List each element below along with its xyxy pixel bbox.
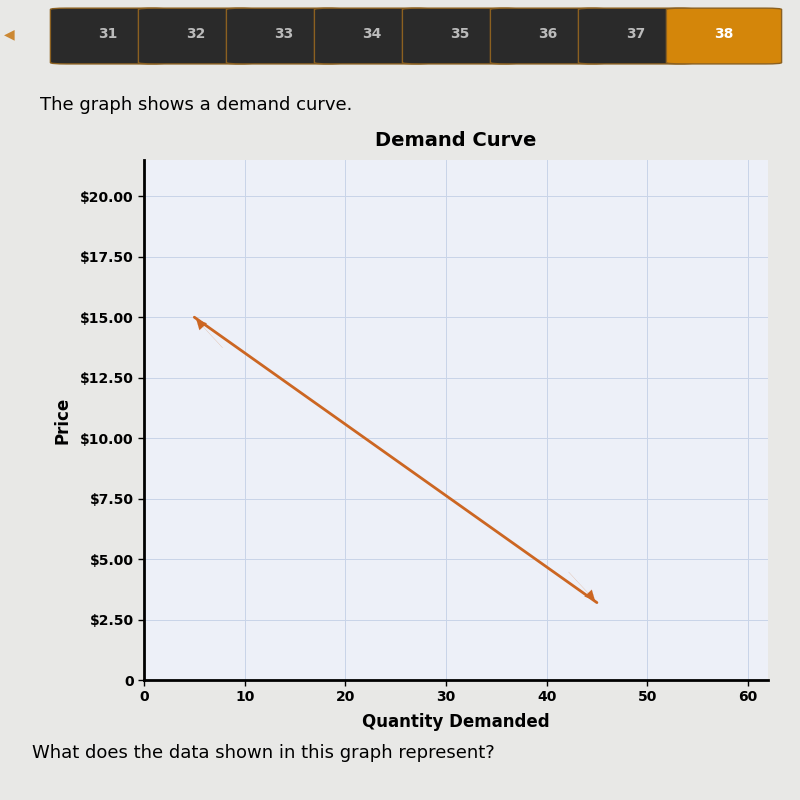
- Text: 38: 38: [714, 27, 734, 41]
- Text: 34: 34: [362, 27, 382, 41]
- X-axis label: Quantity Demanded: Quantity Demanded: [362, 713, 550, 730]
- Y-axis label: Price: Price: [54, 396, 71, 444]
- FancyBboxPatch shape: [226, 8, 342, 64]
- FancyBboxPatch shape: [666, 8, 782, 64]
- Text: 31: 31: [98, 27, 118, 41]
- FancyBboxPatch shape: [402, 8, 518, 64]
- Text: 32: 32: [186, 27, 206, 41]
- Text: The graph shows a demand curve.: The graph shows a demand curve.: [40, 96, 352, 114]
- Text: What does the data shown in this graph represent?: What does the data shown in this graph r…: [32, 744, 494, 762]
- FancyBboxPatch shape: [50, 8, 166, 64]
- Title: Demand Curve: Demand Curve: [375, 131, 537, 150]
- Text: 35: 35: [450, 27, 470, 41]
- Text: 33: 33: [274, 27, 294, 41]
- FancyBboxPatch shape: [578, 8, 694, 64]
- FancyBboxPatch shape: [314, 8, 430, 64]
- FancyBboxPatch shape: [490, 8, 606, 64]
- Text: 37: 37: [626, 27, 646, 41]
- Text: ◀: ◀: [4, 27, 14, 41]
- Text: 36: 36: [538, 27, 558, 41]
- FancyBboxPatch shape: [138, 8, 254, 64]
